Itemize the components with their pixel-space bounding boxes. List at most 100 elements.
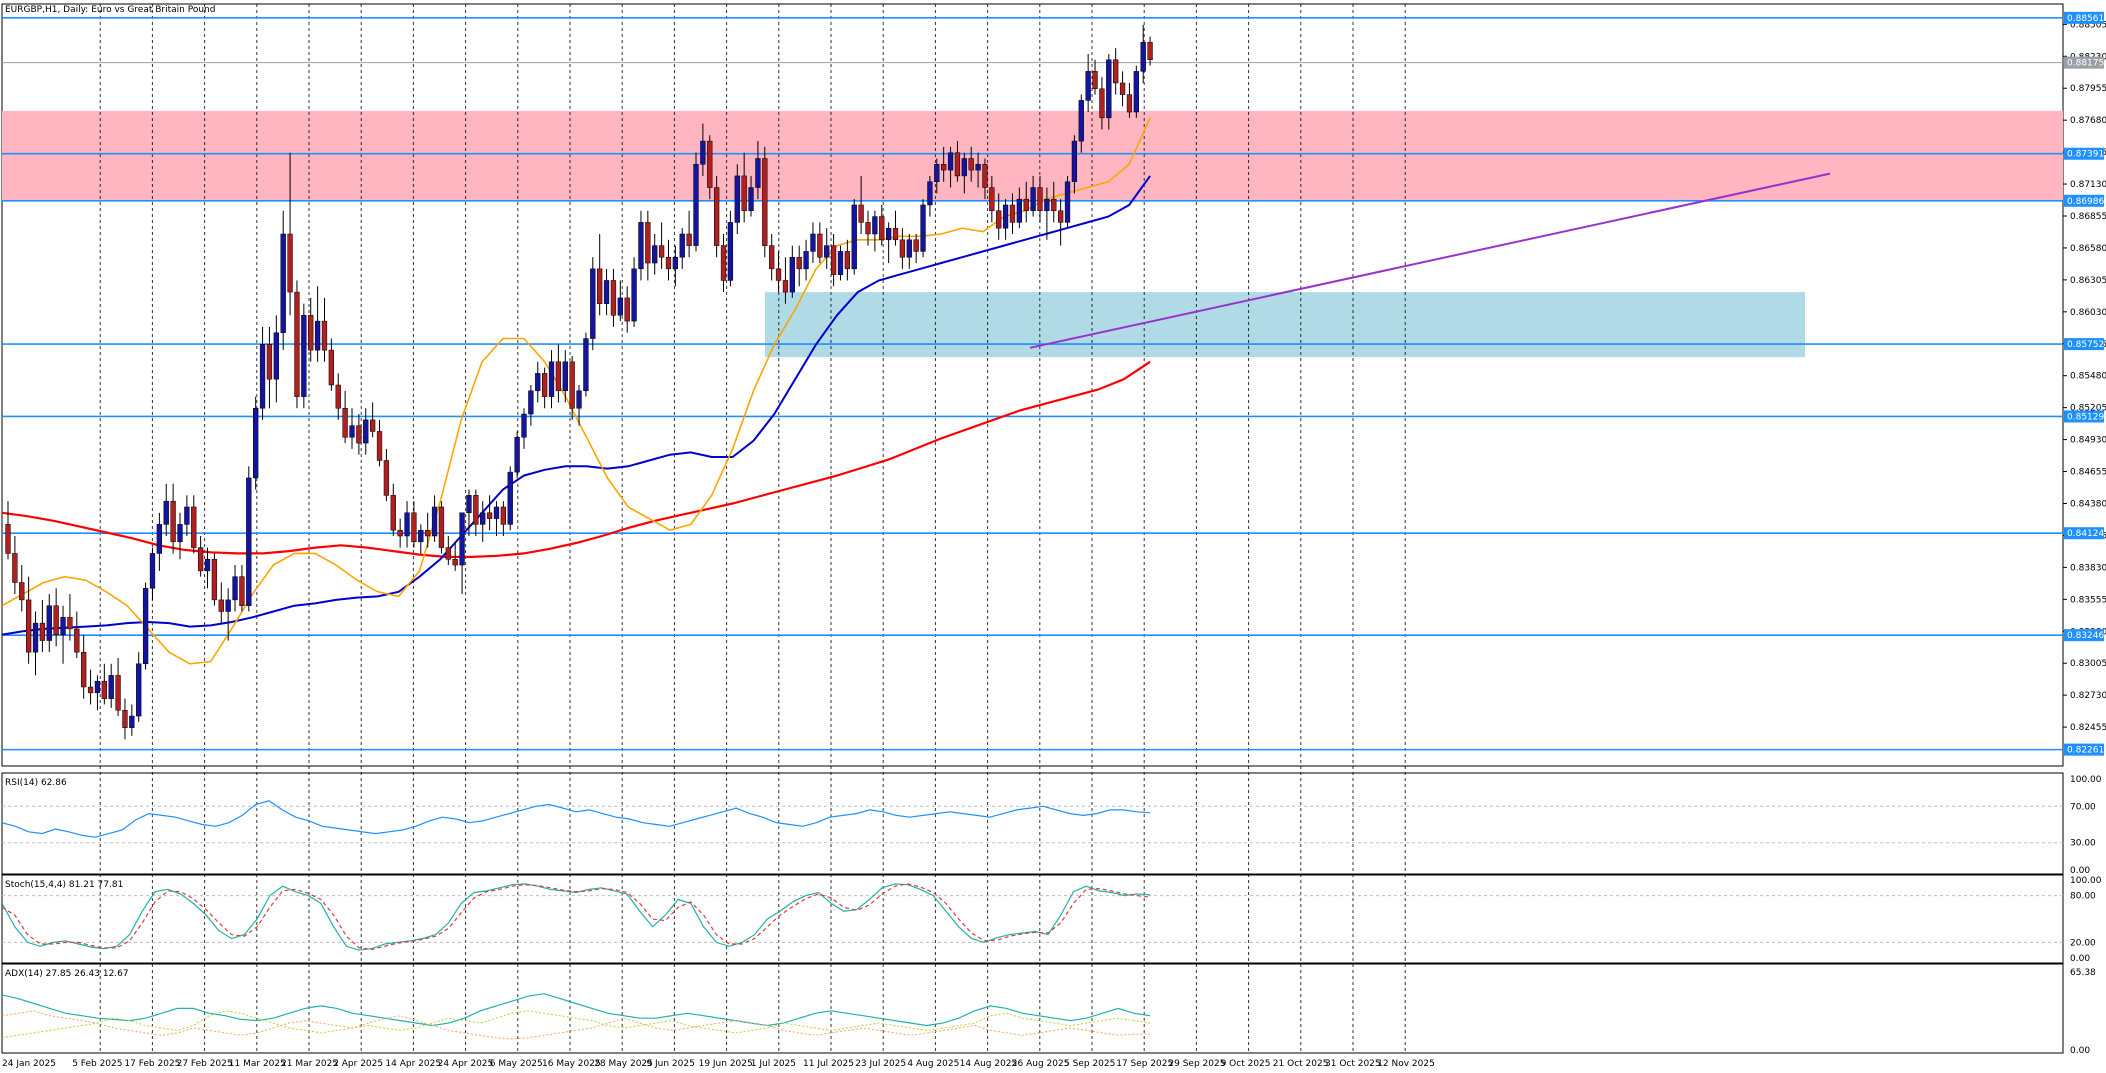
candle-body bbox=[1030, 187, 1036, 212]
candle-body bbox=[775, 268, 782, 281]
candle-body bbox=[1057, 210, 1064, 223]
level-label: 0.88561 bbox=[2067, 14, 2104, 24]
date-tick-label: 6 May 2025 bbox=[490, 1059, 543, 1069]
candle-body bbox=[149, 553, 156, 589]
candle-body bbox=[590, 268, 596, 339]
candle-body bbox=[541, 373, 548, 397]
stoch-pane bbox=[2, 883, 2063, 951]
candle-body bbox=[136, 663, 142, 717]
candle-body bbox=[707, 140, 713, 188]
candle-body bbox=[769, 245, 775, 270]
candle-body bbox=[266, 344, 273, 380]
candle-body bbox=[748, 187, 754, 212]
price-tick-label: 0.83005 bbox=[2070, 659, 2106, 669]
candle-body bbox=[308, 315, 314, 351]
candle-body bbox=[376, 431, 383, 461]
candle-body bbox=[1133, 71, 1139, 113]
candle-body bbox=[184, 506, 190, 525]
price-axis: 0.885050.882300.879550.876800.874050.871… bbox=[2063, 11, 2106, 756]
candle-body bbox=[1085, 71, 1091, 101]
date-tick-label: 14 Aug 2025 bbox=[960, 1059, 1018, 1069]
current-price-label: 0.88175 bbox=[2067, 59, 2104, 69]
price-tick-label: 0.83830 bbox=[2070, 563, 2106, 573]
candle-body bbox=[108, 675, 114, 699]
candle-body bbox=[452, 558, 458, 566]
candle-body bbox=[225, 599, 231, 612]
candle-body bbox=[129, 715, 135, 728]
price-tick-label: 0.84930 bbox=[2070, 436, 2106, 446]
candle-body bbox=[934, 164, 940, 182]
stoch-label: Stoch(15,4,4) 81.21 77.81 bbox=[5, 880, 123, 890]
candle-body bbox=[142, 588, 149, 665]
candle-body bbox=[493, 506, 500, 519]
candle-body bbox=[782, 280, 789, 293]
candle-body bbox=[1140, 42, 1146, 72]
candle-body bbox=[404, 512, 410, 537]
rsi-axis-label: 30.00 bbox=[2070, 839, 2096, 849]
candle-body bbox=[734, 175, 740, 223]
candle-body bbox=[851, 204, 857, 270]
ma-fast-line bbox=[2, 117, 1151, 665]
candle-body bbox=[796, 256, 802, 270]
candle-body bbox=[968, 158, 974, 171]
date-tick-label: 5 Sep 2025 bbox=[1064, 1059, 1115, 1069]
price-tick-label: 0.86855 bbox=[2070, 212, 2106, 222]
chart-title: EURGBP,H1, Daily: Euro vs Great Britain … bbox=[5, 5, 215, 15]
date-tick-label: 1 Jul 2025 bbox=[751, 1059, 796, 1069]
level-label: 0.84124 bbox=[2067, 529, 2104, 539]
candle-body bbox=[713, 187, 720, 246]
candle-body bbox=[858, 204, 864, 223]
date-tick-label: 28 May 2025 bbox=[594, 1059, 653, 1069]
candle-body bbox=[624, 297, 630, 322]
price-tick-label: 0.85205 bbox=[2070, 404, 2106, 414]
pane-frames bbox=[1, 3, 2064, 1054]
resistance-zone bbox=[2, 110, 2063, 201]
trendline-segment bbox=[1029, 172, 1831, 349]
candle-body bbox=[824, 245, 830, 258]
candle-body bbox=[989, 187, 995, 212]
date-tick-label: 24 Apr 2025 bbox=[438, 1059, 494, 1069]
candle-body bbox=[885, 227, 892, 241]
stoch-axis-label: 100.00 bbox=[2070, 876, 2102, 886]
candle-body bbox=[67, 617, 73, 630]
candle-body bbox=[555, 361, 562, 392]
candle-body bbox=[693, 164, 699, 246]
candle-body bbox=[1092, 71, 1098, 90]
candle-body bbox=[569, 361, 575, 409]
stoch-d-line bbox=[2, 883, 1151, 951]
level-label: 0.83246 bbox=[2067, 631, 2104, 641]
candle-body bbox=[1099, 88, 1105, 119]
candle-body bbox=[232, 576, 238, 601]
candle-body bbox=[301, 315, 307, 397]
candle-body bbox=[246, 477, 252, 606]
candle-body bbox=[865, 222, 871, 235]
price-tick-label: 0.87130 bbox=[2070, 180, 2106, 190]
candle-body bbox=[480, 512, 486, 525]
candle-body bbox=[369, 419, 376, 432]
candle-body bbox=[913, 239, 919, 252]
price-tick-label: 0.88505 bbox=[2070, 20, 2106, 30]
candle-body bbox=[727, 222, 734, 281]
level-label-box bbox=[2064, 410, 2104, 423]
candle-body bbox=[204, 558, 211, 572]
level-label-box bbox=[2064, 743, 2104, 756]
candle-body bbox=[954, 152, 961, 177]
candle-body bbox=[1126, 94, 1133, 113]
adx-axis-label: 0.00 bbox=[2070, 1046, 2090, 1056]
date-tick-label: 31 Oct 2025 bbox=[1325, 1059, 1381, 1069]
candle-body bbox=[899, 239, 906, 258]
date-tick-label: 11 Mar 2025 bbox=[229, 1059, 286, 1069]
candle-body bbox=[46, 605, 52, 641]
candle-body bbox=[879, 216, 885, 241]
date-tick-label: 21 Mar 2025 bbox=[281, 1059, 338, 1069]
candle-body bbox=[280, 233, 286, 333]
candle-body bbox=[645, 222, 651, 264]
adx-axis-label: 65.38 bbox=[2070, 968, 2096, 978]
candle-body bbox=[349, 425, 355, 438]
date-tick-label: 26 Aug 2025 bbox=[1012, 1059, 1070, 1069]
candle-body bbox=[1147, 42, 1153, 61]
candle-body bbox=[486, 512, 493, 519]
candle-body bbox=[191, 506, 197, 548]
candle-body bbox=[1023, 198, 1029, 212]
